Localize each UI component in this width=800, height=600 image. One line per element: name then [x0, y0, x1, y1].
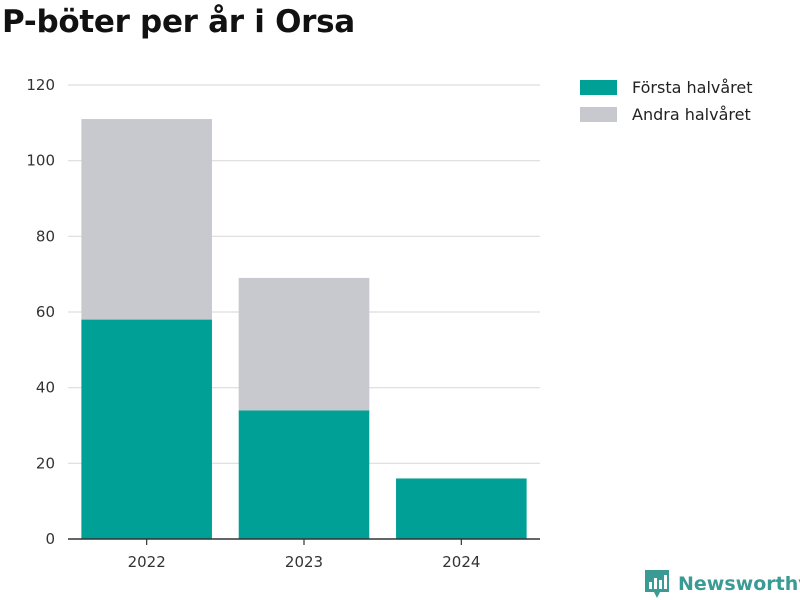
y-tick-label-60: 60 — [36, 303, 55, 321]
y-axis-ticks: 0 20 40 60 80 100 120 — [26, 76, 55, 548]
x-axis-ticks: 2022 2023 2024 — [128, 539, 480, 571]
x-tick-label-2023: 2023 — [285, 553, 323, 571]
x-tick-label-2024: 2024 — [442, 553, 480, 571]
legend-item-andra[interactable]: Andra halvåret — [580, 101, 753, 128]
x-tick-label-2022: 2022 — [128, 553, 166, 571]
newsworthy-logo-icon — [645, 570, 669, 598]
legend: Första halvåret Andra halvåret — [580, 74, 753, 128]
chart-title: P-böter per år i Orsa — [2, 4, 355, 40]
y-tick-label-120: 120 — [26, 76, 55, 94]
legend-item-forsta[interactable]: Första halvåret — [580, 74, 753, 101]
bar-2022-series-2 — [81, 119, 212, 320]
legend-swatch-andra — [580, 107, 617, 122]
newsworthy-brand[interactable]: Newsworthy — [644, 569, 800, 599]
bars — [81, 119, 527, 539]
legend-label-forsta: Första halvåret — [632, 78, 753, 97]
y-tick-label-40: 40 — [36, 379, 55, 397]
y-tick-label-0: 0 — [45, 530, 55, 548]
y-tick-label-100: 100 — [26, 152, 55, 170]
y-tick-label-80: 80 — [36, 227, 55, 245]
bar-2024-series-1 — [396, 478, 527, 539]
bar-2022-series-1 — [81, 319, 212, 539]
legend-swatch-forsta — [580, 80, 617, 95]
brand-name: Newsworthy — [678, 573, 800, 595]
y-tick-label-20: 20 — [36, 454, 55, 472]
bar-2023-series-1 — [238, 410, 370, 539]
legend-label-andra: Andra halvåret — [632, 105, 751, 124]
bar-2023-series-2 — [238, 277, 370, 411]
